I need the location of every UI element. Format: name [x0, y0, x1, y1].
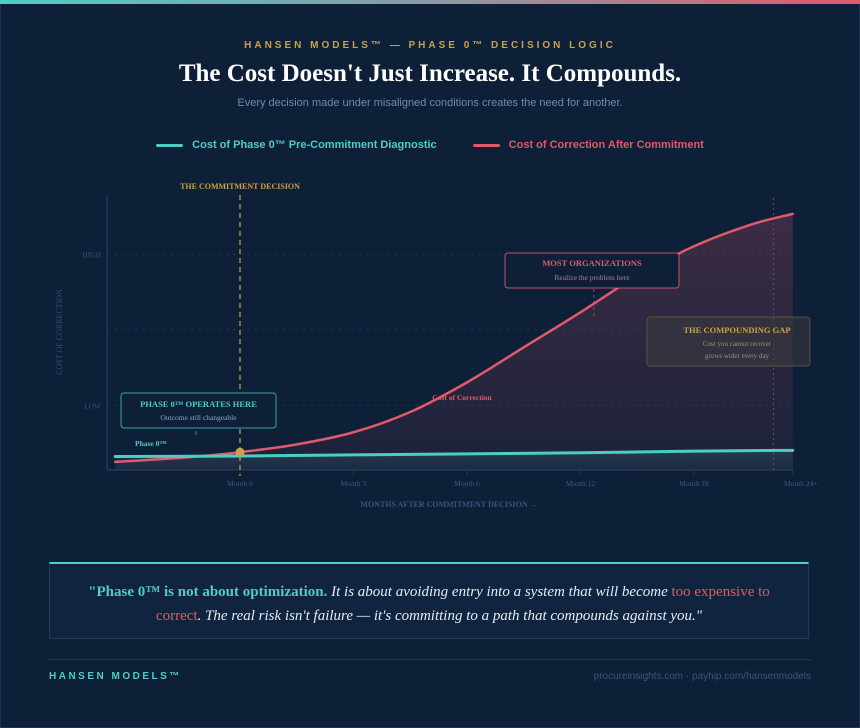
phase0-operates-callout: PHASE 0™ OPERATES HERE Outcome still cha…: [120, 392, 277, 435]
gap-callout-box: [646, 316, 811, 367]
x-tick-layer: Month 0 Month 3 Month 6 Month 12 Month 18 Mon…: [227, 470, 818, 488]
compounding-gap-callout: THE COMPOUNDING GAP Cost you cannot reco…: [646, 316, 811, 367]
x-tick-label: Month 6: [454, 479, 480, 488]
eyebrow-label: HANSEN MODELS™ — PHASE 0™ DECISION LOGIC: [244, 40, 616, 51]
legend-label-phase0: Cost of Phase 0™ Pre-Commitment Diagnost…: [192, 139, 437, 151]
page-title: The Cost Doesn't Just Increase. It Compo…: [178, 60, 682, 87]
gap-callout-title: THE COMPOUNDING GAP: [683, 325, 790, 335]
top-gradient-bar: [0, 0, 860, 4]
quote-box: "Phase 0™ is not about optimization. It …: [49, 562, 809, 639]
x-tick-label: Month 24+: [784, 479, 818, 488]
x-tick-label: Month 3: [341, 479, 367, 488]
footer-brand: HANSEN MODELS™: [49, 671, 182, 682]
x-tick-label: Month 0: [227, 479, 253, 488]
most-orgs-callout-title: MOST ORGANIZATIONS: [542, 258, 642, 268]
legend-item-phase0: Cost of Phase 0™ Pre-Commitment Diagnost…: [156, 139, 437, 151]
x-tick-label: Month 12: [566, 479, 596, 488]
phase0-callout-subtitle: Outcome still changeable: [160, 413, 237, 422]
quote-text-2: . The real risk isn't failure — it's com…: [197, 608, 703, 624]
commitment-point-marker: [235, 447, 245, 457]
phase0-line-label: Phase 0™: [135, 439, 167, 448]
legend-label-correction: Cost of Correction After Commitment: [508, 139, 704, 151]
most-orgs-callout-box: [504, 252, 680, 289]
y-axis-title: COST OF CORRECTION: [55, 289, 64, 375]
x-tick-label: Month 18: [679, 479, 709, 488]
commitment-decision-label: THE COMMITMENT DECISION: [180, 182, 300, 191]
y-tick-label-low: LOW: [84, 401, 102, 410]
phase0-callout-title: PHASE 0™ OPERATES HERE: [140, 399, 257, 409]
most-orgs-callout-subtitle: Realize the problem here: [554, 273, 630, 282]
gap-callout-line1: Cost you cannot recover: [703, 340, 772, 348]
quote-highlight: too expensive to correct: [155, 584, 770, 624]
phase0-area-fill: [115, 450, 793, 470]
y-tick-label-high: HIGH: [82, 250, 101, 259]
cost-chart: Month 0 Month 3 Month 6 Month 12 Month 18 Mon…: [55, 182, 818, 509]
most-organizations-callout: MOST ORGANIZATIONS Realize the problem h…: [504, 252, 680, 289]
footer-links[interactable]: procureinsights.com · payhip.com/hansenm…: [593, 671, 811, 682]
x-axis-title: MONTHS AFTER COMMITMENT DECISION →: [360, 500, 537, 509]
legend-swatch-red: [472, 143, 500, 147]
chart-legend: Cost of Phase 0™ Pre-Commitment Diagnost…: [0, 139, 860, 151]
quote-text-1: It is about avoiding entry into a system…: [327, 584, 672, 600]
footer-divider: [49, 659, 811, 660]
y-tick-layer: HIGH LOW: [82, 250, 102, 410]
legend-item-correction: Cost of Correction After Commitment: [472, 139, 704, 151]
phase0-callout-box: [120, 392, 277, 429]
quote-lead: "Phase 0™ is not about optimization.: [88, 584, 328, 600]
correction-area-fill: [115, 213, 793, 470]
page-subtitle: Every decision made under misaligned con…: [237, 97, 623, 109]
correction-line-label: Cost of Correction: [432, 393, 492, 402]
legend-swatch-teal: [156, 143, 184, 147]
gap-callout-line2: grows wider every day: [705, 352, 769, 360]
